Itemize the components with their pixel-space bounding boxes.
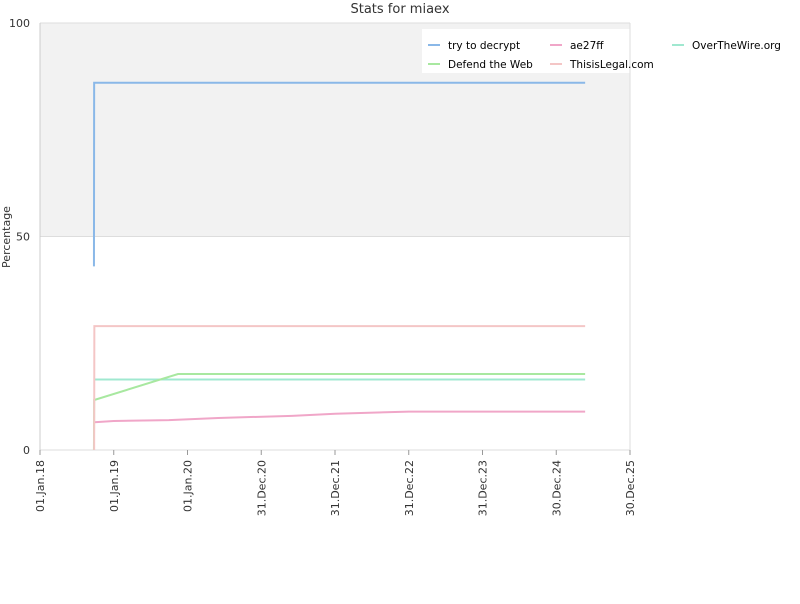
legend-label: try to decrypt — [448, 40, 520, 52]
legend — [422, 29, 630, 73]
x-tick-label: 31.Dec.21 — [329, 460, 342, 516]
legend-label: ThisisLegal.com — [569, 59, 654, 71]
x-tick-label: 30.Dec.24 — [550, 460, 563, 516]
y-tick-label: 50 — [16, 231, 30, 244]
y-axis-label: Percentage — [0, 206, 13, 268]
x-tick-label: 31.Dec.23 — [477, 460, 490, 516]
x-tick-label: 31.Dec.20 — [255, 460, 268, 516]
x-tick-label: 30.Dec.25 — [624, 460, 637, 516]
x-tick-label: 01.Jan.19 — [108, 460, 121, 512]
x-tick-label: 01.Jan.20 — [182, 460, 195, 512]
chart-title: Stats for miaex — [350, 2, 449, 17]
legend-label: OverTheWire.org — [692, 40, 781, 52]
legend-box — [422, 29, 630, 73]
legend-label: ae27ff — [570, 40, 604, 52]
y-tick-label: 100 — [9, 17, 30, 30]
x-tick-label: 31.Dec.22 — [403, 460, 416, 516]
series-line — [92, 81, 586, 267]
legend-label: Defend the Web — [448, 59, 533, 71]
y-tick-label: 0 — [23, 444, 30, 457]
x-tick-label: 01.Jan.18 — [34, 460, 47, 512]
series-line — [94, 410, 586, 424]
series-line — [93, 325, 586, 451]
